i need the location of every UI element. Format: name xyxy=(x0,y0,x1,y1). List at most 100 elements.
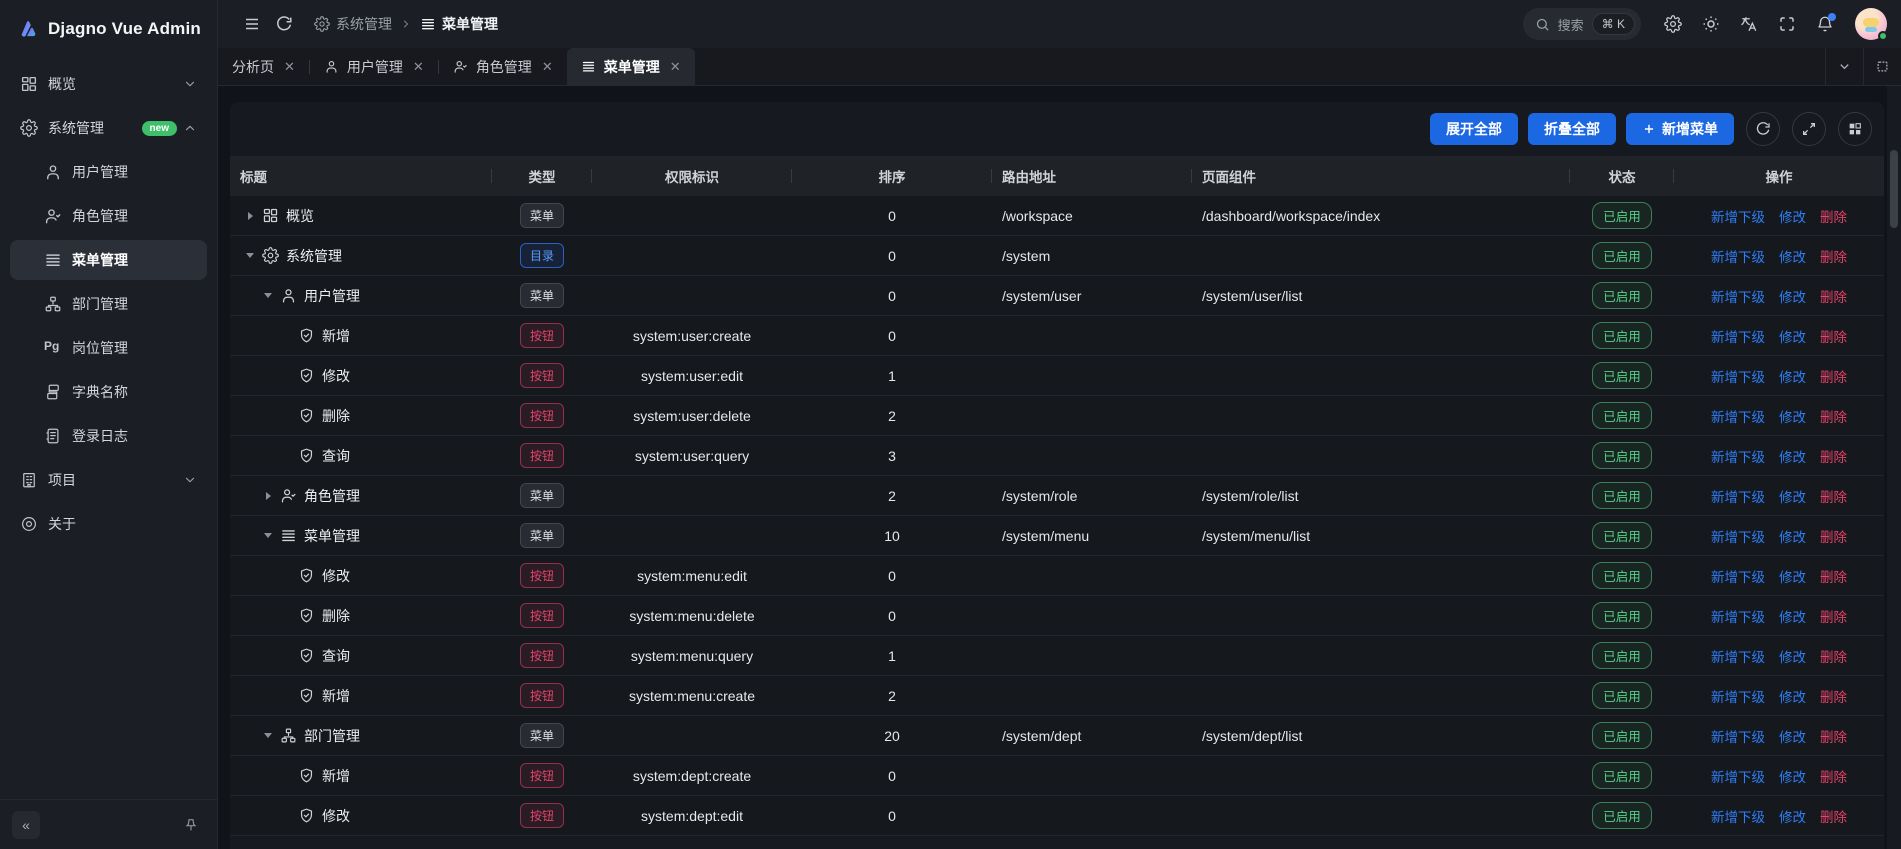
column-header[interactable]: 类型 xyxy=(492,156,592,196)
theme-sun-icon[interactable] xyxy=(1695,8,1727,40)
sidebar-item-4[interactable]: 菜单管理 xyxy=(10,240,207,280)
expand-all-button[interactable]: 展开全部 xyxy=(1430,113,1518,145)
table-refresh-icon[interactable] xyxy=(1746,112,1780,146)
tab-close-icon[interactable]: ✕ xyxy=(284,59,295,74)
edit-link[interactable]: 修改 xyxy=(1779,289,1806,305)
edit-link[interactable]: 修改 xyxy=(1779,369,1806,385)
tab-close-icon[interactable]: ✕ xyxy=(669,59,681,74)
breadcrumb-item[interactable]: 系统管理 xyxy=(314,14,392,34)
add-menu-button[interactable]: 新增菜单 xyxy=(1626,113,1734,145)
edit-link[interactable]: 修改 xyxy=(1779,809,1806,825)
delete-link[interactable]: 删除 xyxy=(1820,529,1847,545)
delete-link[interactable]: 删除 xyxy=(1820,409,1847,425)
delete-link[interactable]: 删除 xyxy=(1820,609,1847,625)
delete-link[interactable]: 删除 xyxy=(1820,729,1847,745)
delete-link[interactable]: 删除 xyxy=(1820,569,1847,585)
sidebar-item-0[interactable]: 概览 xyxy=(10,64,207,104)
notifications-bell-icon[interactable] xyxy=(1809,8,1841,40)
breadcrumb-item[interactable]: 菜单管理 xyxy=(420,14,498,34)
edit-link[interactable]: 修改 xyxy=(1779,209,1806,225)
sidebar-item-7[interactable]: 字典名称 xyxy=(10,372,207,412)
tabs-maximize-icon[interactable] xyxy=(1863,48,1901,85)
add-child-link[interactable]: 新增下级 xyxy=(1711,609,1765,625)
table-row[interactable]: 查询 按钮 system:menu:query 1 已启用 新增下级 修改 删除 xyxy=(230,636,1884,676)
expand-caret[interactable] xyxy=(260,728,276,744)
table-row[interactable]: 修改 按钮 system:dept:edit 0 已启用 新增下级 修改 删除 xyxy=(230,796,1884,836)
add-child-link[interactable]: 新增下级 xyxy=(1711,449,1765,465)
sidebar-collapse-button[interactable]: « xyxy=(12,810,40,839)
edit-link[interactable]: 修改 xyxy=(1779,449,1806,465)
add-child-link[interactable]: 新增下级 xyxy=(1711,729,1765,745)
language-translate-icon[interactable] xyxy=(1733,8,1765,40)
vertical-scrollbar[interactable] xyxy=(1887,86,1901,849)
edit-link[interactable]: 修改 xyxy=(1779,569,1806,585)
delete-link[interactable]: 删除 xyxy=(1820,809,1847,825)
edit-link[interactable]: 修改 xyxy=(1779,329,1806,345)
expand-caret[interactable] xyxy=(242,248,258,264)
expand-caret[interactable] xyxy=(260,288,276,304)
table-row[interactable]: 删除 按钮 system:menu:delete 0 已启用 新增下级 修改 删除 xyxy=(230,596,1884,636)
column-header[interactable]: 操作 xyxy=(1765,170,1793,185)
refresh-icon[interactable] xyxy=(268,8,300,40)
sidebar-item-5[interactable]: 部门管理 xyxy=(10,284,207,324)
expand-caret[interactable] xyxy=(260,528,276,544)
settings-gear-icon[interactable] xyxy=(1657,8,1689,40)
table-row[interactable]: 新增 按钮 system:menu:create 2 已启用 新增下级 修改 删除 xyxy=(230,676,1884,716)
app-logo[interactable]: Djagno Vue Admin xyxy=(0,0,217,58)
sidebar-item-3[interactable]: 角色管理 xyxy=(10,196,207,236)
column-header[interactable]: 标题 xyxy=(230,156,492,196)
edit-link[interactable]: 修改 xyxy=(1779,409,1806,425)
sidebar-item-9[interactable]: 项目 xyxy=(10,460,207,500)
edit-link[interactable]: 修改 xyxy=(1779,529,1806,545)
search-input[interactable]: 搜索 ⌘ K xyxy=(1522,8,1641,40)
add-child-link[interactable]: 新增下级 xyxy=(1711,249,1765,265)
table-row[interactable]: 角色管理 菜单 2/system/role/system/role/list 已启用 新… xyxy=(230,476,1884,516)
add-child-link[interactable]: 新增下级 xyxy=(1711,649,1765,665)
add-child-link[interactable]: 新增下级 xyxy=(1711,209,1765,225)
tab-1[interactable]: 用户管理 ✕ xyxy=(310,48,438,85)
delete-link[interactable]: 删除 xyxy=(1820,449,1847,465)
sidebar-item-2[interactable]: 用户管理 xyxy=(10,152,207,192)
delete-link[interactable]: 删除 xyxy=(1820,209,1847,225)
delete-link[interactable]: 删除 xyxy=(1820,489,1847,505)
edit-link[interactable]: 修改 xyxy=(1779,489,1806,505)
add-child-link[interactable]: 新增下级 xyxy=(1711,689,1765,705)
expand-caret[interactable] xyxy=(260,488,276,504)
add-child-link[interactable]: 新增下级 xyxy=(1711,529,1765,545)
delete-link[interactable]: 删除 xyxy=(1820,249,1847,265)
table-row[interactable]: 修改 按钮 system:user:edit 1 已启用 新增下级 修改 删除 xyxy=(230,356,1884,396)
column-settings-icon[interactable] xyxy=(1838,112,1872,146)
add-child-link[interactable]: 新增下级 xyxy=(1711,489,1765,505)
add-child-link[interactable]: 新增下级 xyxy=(1711,289,1765,305)
column-header[interactable]: 状态 xyxy=(1570,156,1674,196)
sidebar-pin-icon[interactable] xyxy=(177,811,205,839)
hamburger-menu-icon[interactable] xyxy=(236,8,268,40)
collapse-all-button[interactable]: 折叠全部 xyxy=(1528,113,1616,145)
expand-caret[interactable] xyxy=(242,208,258,224)
table-row[interactable]: 概览 菜单 0/workspace/dashboard/workspace/inde… xyxy=(230,196,1884,236)
edit-link[interactable]: 修改 xyxy=(1779,649,1806,665)
table-row[interactable]: 系统管理 目录 0/system 已启用 新增下级 修改 删除 xyxy=(230,236,1884,276)
add-child-link[interactable]: 新增下级 xyxy=(1711,769,1765,785)
column-header[interactable]: 路由地址 xyxy=(992,156,1192,196)
delete-link[interactable]: 删除 xyxy=(1820,289,1847,305)
delete-link[interactable]: 删除 xyxy=(1820,649,1847,665)
tab-0[interactable]: 分析页 ✕ xyxy=(232,58,295,75)
edit-link[interactable]: 修改 xyxy=(1779,609,1806,625)
delete-link[interactable]: 删除 xyxy=(1820,369,1847,385)
add-child-link[interactable]: 新增下级 xyxy=(1711,409,1765,425)
add-child-link[interactable]: 新增下级 xyxy=(1711,329,1765,345)
fullscreen-icon[interactable] xyxy=(1771,8,1803,40)
scrollbar-thumb[interactable] xyxy=(1890,150,1898,228)
column-header[interactable]: 权限标识 xyxy=(592,156,792,196)
edit-link[interactable]: 修改 xyxy=(1779,729,1806,745)
table-row[interactable]: 修改 按钮 system:menu:edit 0 已启用 新增下级 修改 删除 xyxy=(230,556,1884,596)
table-row[interactable]: 菜单管理 菜单 10/system/menu/system/menu/list 已启用… xyxy=(230,516,1884,556)
column-header[interactable]: 页面组件 xyxy=(1192,156,1570,196)
tab-close-icon[interactable]: ✕ xyxy=(541,59,553,74)
table-row[interactable]: 查询 按钮 system:user:query 3 已启用 新增下级 修改 删除 xyxy=(230,436,1884,476)
sidebar-item-1[interactable]: 系统管理 new xyxy=(10,108,207,148)
edit-link[interactable]: 修改 xyxy=(1779,769,1806,785)
delete-link[interactable]: 删除 xyxy=(1820,329,1847,345)
column-header[interactable]: 排序 xyxy=(792,156,992,196)
